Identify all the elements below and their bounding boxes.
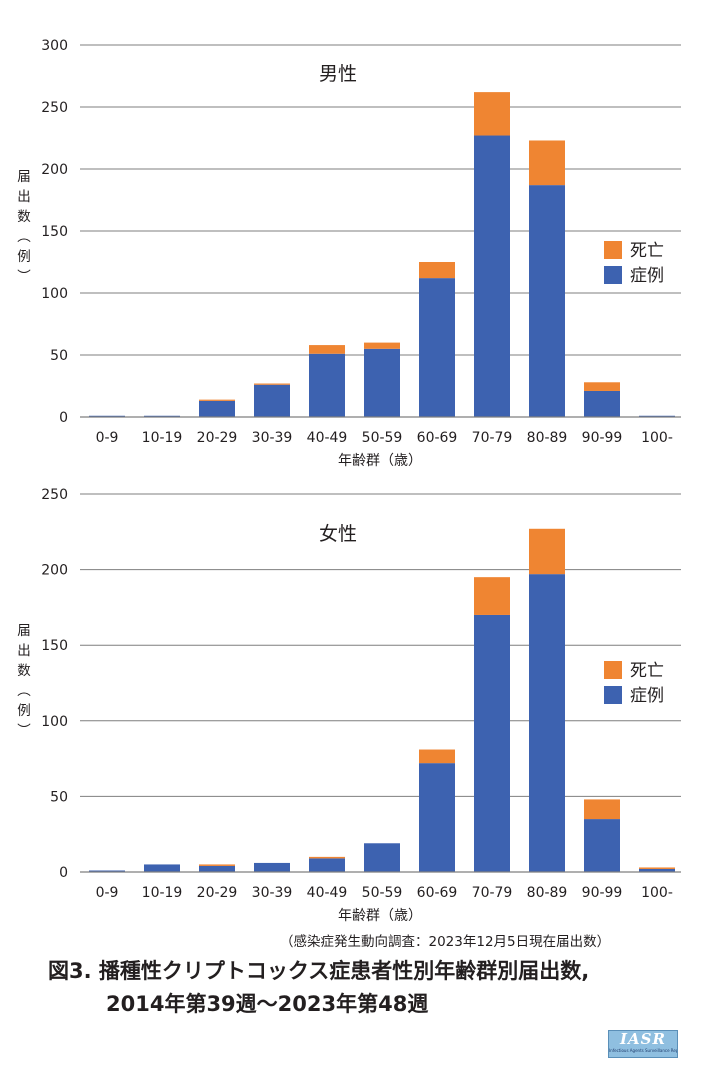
caption-line-2: 2014年第39週〜2023年第48週 (106, 992, 429, 1016)
male-x-axis-label: 年齢群（歳） (338, 453, 422, 469)
female-bar-cases-80-89 (529, 574, 565, 872)
male-bar-cases-50-59 (364, 348, 400, 417)
female-bar-cases-70-79 (474, 614, 510, 872)
male-bar-cases-30-39 (254, 384, 290, 417)
male-x-tick-label: 0-9 (96, 430, 119, 446)
female-chart: 0 50 100 150 200 250 0-9 10-19 20-29 30-39 40-49 50… (17, 487, 681, 924)
female-bar-cases-100- (639, 868, 675, 872)
female-x-tick-label: 50-59 (362, 885, 403, 901)
female-chart-title: 女性 (319, 523, 357, 545)
male-bar-deaths-70-79 (474, 92, 510, 136)
male-chart: 0 50 100 150 200 250 300 0-9 10-19 20-29 30-39 40-4… (17, 38, 681, 469)
logo-text: IASR (620, 1030, 666, 1048)
female-y-tick-label: 250 (41, 487, 68, 503)
male-bar-cases-60-69 (419, 278, 455, 417)
female-bar-cases-40-49 (309, 858, 345, 872)
female-legend-swatch-deaths (604, 661, 622, 679)
female-bar-deaths-20-29 (199, 864, 235, 866)
male-x-tick-label: 60-69 (417, 430, 458, 446)
male-bar-deaths-40-49 (309, 345, 345, 354)
female-x-tick-label: 80-89 (527, 885, 568, 901)
male-chart-title: 男性 (319, 63, 357, 85)
male-legend-swatch-deaths (604, 241, 622, 259)
female-x-tick-label: 60-69 (417, 885, 458, 901)
female-x-tick-label: 10-19 (142, 885, 183, 901)
source-note: （感染症発生動向調査：2023年12月5日現在届出数） (280, 934, 611, 950)
female-bar-cases-10-19 (144, 864, 180, 872)
male-y-tick-label: 0 (59, 410, 68, 426)
male-bar-deaths-60-69 (419, 262, 455, 279)
female-x-tick-label: 40-49 (307, 885, 348, 901)
male-bar-cases-70-79 (474, 135, 510, 417)
male-y-tick-label: 150 (41, 224, 68, 240)
male-x-tick-label: 90-99 (582, 430, 623, 446)
male-bar-cases-80-89 (529, 185, 565, 417)
figure-caption: 図3. 播種性クリプトコックス症患者性別年齢群別届出数, 2014年第39週〜2… (48, 955, 589, 1021)
female-bar-deaths-60-69 (419, 749, 455, 764)
female-legend-label: 症例 (630, 686, 664, 706)
female-y-tick-label: 50 (50, 789, 68, 805)
male-legend-label: 死亡 (630, 241, 664, 261)
female-x-tick-label: 30-39 (252, 885, 293, 901)
female-bar-deaths-70-79 (474, 577, 510, 615)
male-y-tick-label: 50 (50, 348, 68, 364)
male-y-tick-label: 250 (41, 100, 68, 116)
female-x-tick-label: 20-29 (197, 885, 238, 901)
male-bar-cases-40-49 (309, 353, 345, 417)
male-bar-deaths-90-99 (584, 382, 620, 391)
male-bar-cases-90-99 (584, 390, 620, 417)
male-bar-deaths-50-59 (364, 342, 400, 349)
female-bar-cases-0-9 (89, 870, 125, 872)
caption-line-1: 図3. 播種性クリプトコックス症患者性別年齢群別届出数, (48, 959, 590, 983)
female-y-tick-label: 0 (59, 865, 68, 881)
female-y-axis-label: 届出数︵例︶ (17, 623, 31, 739)
female-bar-deaths-90-99 (584, 799, 620, 820)
male-y-tick-label: 200 (41, 162, 68, 178)
female-bar-cases-60-69 (419, 763, 455, 872)
male-legend-swatch-cases (604, 266, 622, 284)
female-bar-deaths-80-89 (529, 528, 565, 575)
female-legend-label: 死亡 (630, 661, 664, 681)
female-legend-swatch-cases (604, 686, 622, 704)
female-x-tick-label: 90-99 (582, 885, 623, 901)
female-bar-cases-20-29 (199, 865, 235, 872)
male-bar-deaths-30-39 (254, 383, 290, 385)
male-x-tick-label: 80-89 (527, 430, 568, 446)
male-legend-label: 症例 (630, 266, 664, 286)
iasr-logo: IASR Infectious Agents Surveillance Repo… (608, 1030, 678, 1058)
male-x-tick-label: 50-59 (362, 430, 403, 446)
male-bar-cases-10-19 (144, 415, 180, 417)
male-x-tick-label: 20-29 (197, 430, 238, 446)
male-x-tick-label: 30-39 (252, 430, 293, 446)
female-y-tick-label: 200 (41, 563, 68, 579)
female-bar-cases-50-59 (364, 843, 400, 872)
male-bar-cases-20-29 (199, 400, 235, 417)
female-y-tick-label: 100 (41, 714, 68, 730)
female-x-tick-label: 70-79 (472, 885, 513, 901)
female-y-tick-label: 150 (41, 638, 68, 654)
male-bar-cases-100- (639, 415, 675, 417)
female-x-tick-label: 0-9 (96, 885, 119, 901)
male-x-tick-label: 10-19 (142, 430, 183, 446)
male-x-tick-label: 70-79 (472, 430, 513, 446)
male-x-tick-label: 40-49 (307, 430, 348, 446)
logo-subtext: Infectious Agents Surveillance Report (609, 1048, 678, 1053)
female-bar-deaths-40-49 (309, 856, 345, 859)
male-bar-deaths-20-29 (199, 399, 235, 401)
female-x-tick-label: 100- (641, 885, 673, 901)
male-x-tick-label: 100- (641, 430, 673, 446)
male-y-tick-label: 100 (41, 286, 68, 302)
female-bar-cases-90-99 (584, 819, 620, 872)
male-y-axis-label: 届出数︵例︶ (17, 169, 31, 285)
female-x-axis-label: 年齢群（歳） (338, 908, 422, 924)
male-bar-deaths-80-89 (529, 140, 565, 186)
male-y-tick-label: 300 (41, 38, 68, 54)
female-bar-cases-30-39 (254, 862, 290, 872)
male-bar-cases-0-9 (89, 415, 125, 417)
female-bar-deaths-100- (639, 867, 675, 869)
